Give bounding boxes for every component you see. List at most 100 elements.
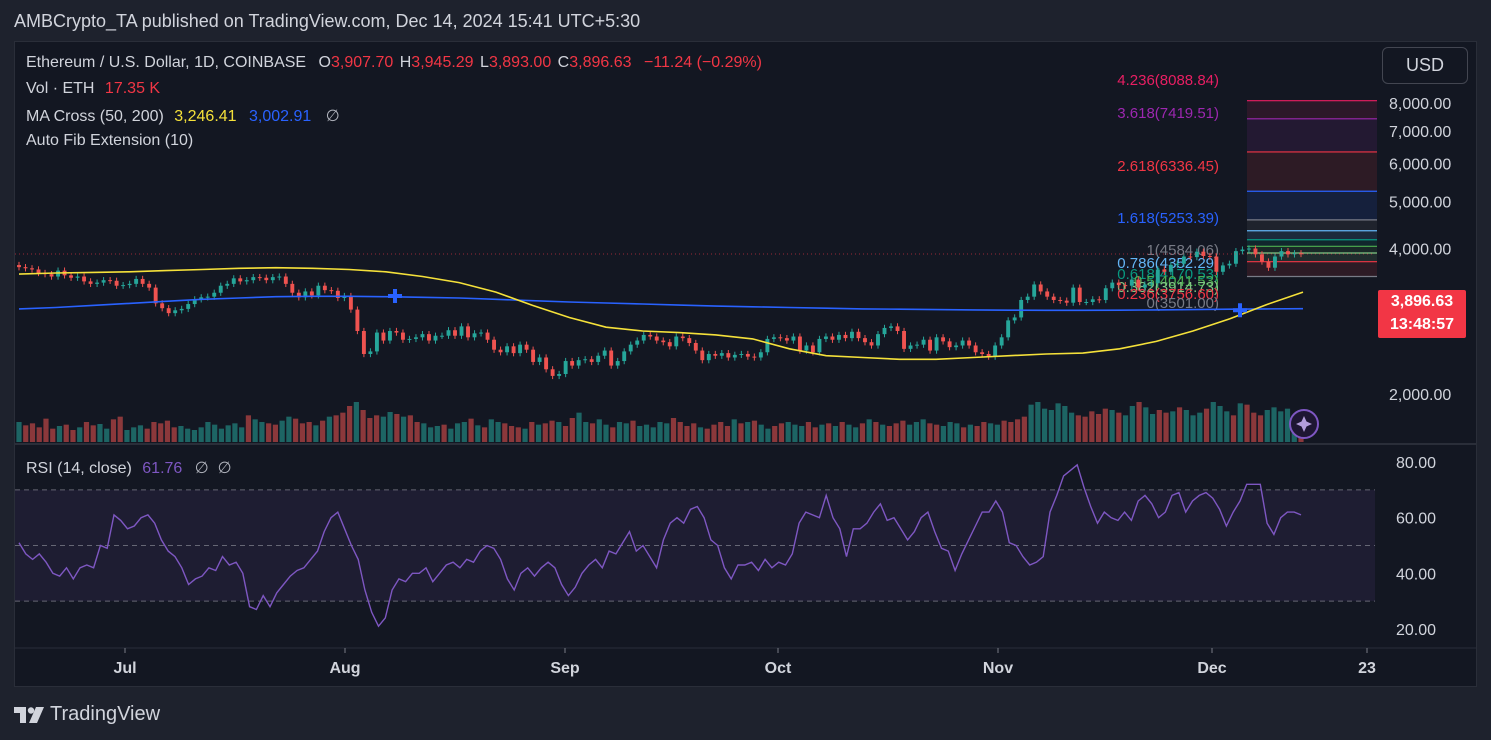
- candle-body: [1019, 299, 1024, 318]
- candle-body: [355, 309, 360, 332]
- volume-bar: [1230, 415, 1237, 442]
- candle-body: [726, 353, 731, 358]
- fib-legend[interactable]: Auto Fib Extension (10): [26, 132, 195, 150]
- candle-body: [459, 326, 464, 336]
- volume-bar: [637, 426, 643, 442]
- price-axis-tick-label: 4,000.00: [1389, 242, 1451, 259]
- candle-body: [557, 373, 562, 376]
- volume-bar: [1244, 404, 1250, 442]
- volume-bar: [191, 430, 198, 442]
- candle-body: [830, 336, 835, 340]
- candle-body: [108, 280, 113, 282]
- candle-body: [75, 276, 80, 278]
- candle-body: [837, 334, 841, 340]
- fib-level-label: 1.618(5253.39): [1117, 210, 1219, 227]
- fib-label: Auto Fib Extension (10): [26, 132, 194, 149]
- candle-body: [921, 339, 926, 345]
- currency-button[interactable]: USD: [1382, 47, 1468, 84]
- volume-bar: [1129, 406, 1135, 442]
- volume-bar: [340, 412, 346, 442]
- candle-body: [348, 295, 353, 310]
- volume-bar: [569, 418, 575, 442]
- ma-cross-legend[interactable]: MA Cross (50, 200) 3,246.41 3,002.91 ∅: [26, 106, 342, 126]
- candle-body: [817, 338, 822, 353]
- candle-body: [1045, 291, 1050, 297]
- volume-bar: [326, 416, 332, 442]
- volume-bar: [664, 423, 670, 442]
- volume-bar: [778, 423, 785, 442]
- volume-bar: [320, 420, 326, 442]
- candle-body: [980, 352, 985, 354]
- volume-bar: [1116, 412, 1122, 442]
- volume-bar: [542, 423, 548, 442]
- rsi-hidden-icons[interactable]: ∅ ∅: [194, 460, 232, 477]
- volume-bar: [77, 427, 83, 442]
- volume-legend[interactable]: Vol · ETH 17.35 K: [26, 80, 162, 98]
- candle-body: [381, 332, 386, 341]
- candle-body: [309, 291, 314, 296]
- candle-body: [1136, 279, 1141, 288]
- volume-bar: [144, 428, 150, 442]
- ma-hidden-icon[interactable]: ∅: [325, 108, 340, 125]
- volume-bar: [819, 424, 825, 442]
- candle-body: [420, 334, 425, 338]
- footer-brand[interactable]: TradingView: [14, 703, 160, 726]
- symbol-title[interactable]: Ethereum / U.S. Dollar, 1D, COINBASE: [26, 54, 307, 71]
- volume-bar: [448, 428, 454, 442]
- candle-body: [95, 282, 100, 284]
- volume-bar: [677, 422, 683, 442]
- candle-body: [960, 340, 965, 346]
- volume-bar: [124, 430, 130, 442]
- chart-area[interactable]: 4.236(8088.84) 3.618(7419.51) 2.618(6336.4…: [14, 41, 1477, 687]
- candle-body: [680, 336, 685, 339]
- volume-bar: [1170, 411, 1176, 442]
- volume-bar: [313, 425, 319, 442]
- candle-body: [518, 344, 523, 354]
- candle-body: [296, 292, 301, 298]
- fib-level-label: 3.618(7419.51): [1117, 105, 1219, 122]
- volume-bar: [704, 428, 710, 442]
- volume-bar: [23, 425, 29, 442]
- candle-body: [1058, 299, 1063, 301]
- rsi-value: 61.76: [142, 460, 183, 477]
- candle-body: [1116, 282, 1121, 286]
- candle-body: [30, 268, 34, 270]
- volume-bar: [1190, 415, 1196, 442]
- fib-zone: [1247, 253, 1377, 262]
- volume-bar: [232, 423, 238, 442]
- volume-bar: [596, 419, 602, 442]
- volume-bar: [589, 423, 596, 442]
- volume-bar: [171, 427, 177, 442]
- volume-bar: [711, 424, 717, 442]
- volume-bar: [387, 412, 393, 442]
- volume-bar: [441, 424, 447, 442]
- candle-body: [993, 345, 998, 357]
- candle-body: [394, 331, 399, 333]
- candle-body: [941, 337, 946, 342]
- fib-level-label: 2.618(6336.45): [1117, 158, 1219, 175]
- volume-bar: [70, 430, 76, 442]
- time-axis-tick-label: Sep: [550, 660, 580, 677]
- publish-header: AMBCrypto_TA published on TradingView.co…: [14, 11, 641, 31]
- volume-bar: [212, 424, 218, 442]
- candle-body: [322, 285, 327, 291]
- volume-bar: [623, 423, 629, 442]
- volume-bar: [1015, 419, 1021, 442]
- candle-body: [492, 339, 497, 350]
- volume-bar: [758, 424, 764, 442]
- volume-bar: [1062, 406, 1068, 442]
- volume-bar: [97, 424, 103, 442]
- volume-bar: [1203, 408, 1210, 442]
- candle-body: [505, 346, 510, 353]
- candle-body: [544, 357, 549, 370]
- candle-body: [732, 354, 737, 358]
- candle-body: [1149, 283, 1154, 285]
- chart-canvas[interactable]: 4.236(8088.84) 3.618(7419.51) 2.618(6336.4…: [15, 42, 1477, 687]
- candle-body: [1090, 299, 1095, 303]
- volume-bar: [502, 423, 508, 442]
- volume-bar: [913, 422, 919, 442]
- candle-body: [531, 349, 536, 362]
- volume-bar: [718, 422, 724, 442]
- rsi-legend[interactable]: RSI (14, close) 61.76 ∅ ∅: [26, 458, 234, 478]
- volume-bar: [272, 424, 278, 442]
